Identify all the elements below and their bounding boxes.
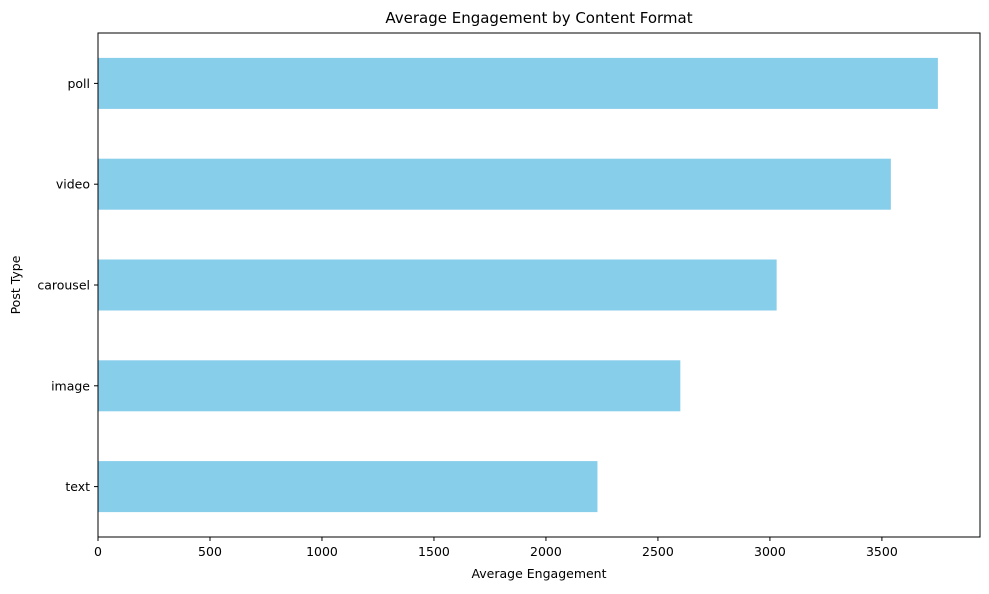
x-tick-label: 1000: [306, 544, 338, 559]
y-tick-label: video: [56, 177, 90, 192]
x-tick-label: 2000: [530, 544, 562, 559]
y-tick-label: text: [65, 479, 90, 494]
y-tick-label: poll: [67, 76, 90, 91]
y-axis-label: Post Type: [8, 255, 23, 314]
bar-video: [98, 158, 891, 210]
x-tick-label: 3000: [754, 544, 786, 559]
x-tick-label: 3500: [866, 544, 898, 559]
x-tick-label: 1500: [418, 544, 450, 559]
x-tick-label: 2500: [642, 544, 674, 559]
chart-title: Average Engagement by Content Format: [385, 9, 692, 27]
x-axis-ticks: 0 500 1000 1500 2000 2500 3000 3500: [94, 537, 898, 559]
y-tick-label: carousel: [37, 278, 90, 293]
bar-image: [98, 360, 681, 412]
bar-text: [98, 461, 598, 513]
bars-group: [98, 57, 938, 513]
x-axis-label: Average Engagement: [471, 566, 606, 581]
plot-frame: [97, 32, 981, 538]
y-tick-label: image: [51, 378, 90, 393]
x-tick-label: 0: [94, 544, 102, 559]
y-axis-ticks: text image carousel video poll: [37, 76, 98, 494]
x-tick-label: 500: [198, 544, 222, 559]
bar-poll: [98, 57, 938, 109]
bar-carousel: [98, 259, 777, 311]
